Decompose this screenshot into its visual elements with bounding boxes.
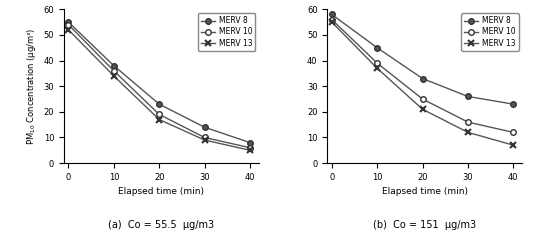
X-axis label: Elapsed time (min): Elapsed time (min) [382,187,468,196]
Y-axis label: PM$_{10}$ Concentration (μg/m³): PM$_{10}$ Concentration (μg/m³) [25,27,38,145]
MERV 13 [156,118,163,121]
MERV 13 [419,108,426,111]
MERV 10 [111,69,117,72]
MERV 8 [510,103,516,106]
Line: MERV 10: MERV 10 [66,22,253,151]
MERV 13 [329,21,335,24]
MERV 10 [156,113,163,116]
MERV 13 [111,75,117,77]
MERV 13 [510,144,516,147]
MERV 10 [374,62,381,65]
MERV 13 [66,28,72,31]
MERV 8 [111,64,117,67]
X-axis label: Elapsed time (min): Elapsed time (min) [118,187,205,196]
MERV 8 [465,95,471,98]
MERV 8 [247,141,253,144]
MERV 10 [465,121,471,123]
MERV 10 [66,23,72,26]
MERV 10 [510,131,516,134]
MERV 8 [419,77,426,80]
MERV 8 [66,21,72,24]
Legend: MERV 8, MERV 10, MERV 13: MERV 8, MERV 10, MERV 13 [461,13,519,51]
MERV 10 [419,98,426,100]
MERV 8 [374,46,381,49]
Line: MERV 8: MERV 8 [66,19,253,145]
Legend: MERV 8, MERV 10, MERV 13: MERV 8, MERV 10, MERV 13 [198,13,255,51]
MERV 10 [201,136,208,139]
Title: (a)  Co = 55.5  μg/m3: (a) Co = 55.5 μg/m3 [108,220,215,230]
MERV 13 [247,149,253,152]
Line: MERV 10: MERV 10 [329,17,516,135]
MERV 13 [465,131,471,134]
Line: MERV 13: MERV 13 [329,19,516,148]
MERV 13 [374,67,381,70]
MERV 13 [201,139,208,141]
MERV 8 [156,103,163,106]
Line: MERV 13: MERV 13 [66,27,253,153]
MERV 8 [201,126,208,129]
Line: MERV 8: MERV 8 [329,12,516,107]
MERV 10 [247,146,253,149]
MERV 10 [329,18,335,21]
MERV 8 [329,13,335,16]
Title: (b)  Co = 151  μg/m3: (b) Co = 151 μg/m3 [373,220,477,230]
